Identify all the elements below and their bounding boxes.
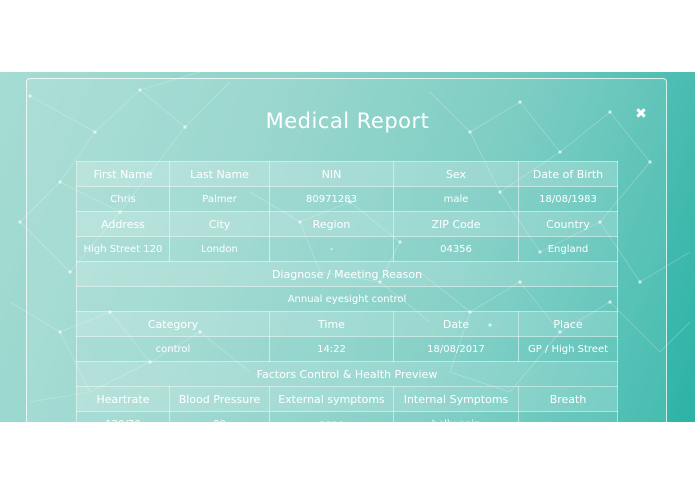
header-time: Time bbox=[269, 311, 394, 337]
header-country: Country bbox=[518, 211, 618, 237]
header-sex: Sex bbox=[393, 161, 519, 187]
modal-title: Medical Report bbox=[265, 109, 430, 133]
header-address: Address bbox=[76, 211, 170, 237]
factors-header: Factors Control & Health Preview bbox=[76, 361, 618, 387]
header-category: Category bbox=[76, 311, 270, 337]
factors-header-row: Factors Control & Health Preview bbox=[76, 361, 618, 387]
header-city: City bbox=[169, 211, 270, 237]
header-last-name: Last Name bbox=[169, 161, 270, 187]
meeting-header-row: Category Time Date Place bbox=[76, 311, 618, 337]
value-breath bbox=[518, 411, 618, 422]
header-external-symptoms: External symptoms bbox=[269, 386, 394, 412]
value-time: 14:22 bbox=[269, 336, 394, 362]
personal-header-row: First Name Last Name NIN Sex Date of Bir… bbox=[76, 161, 618, 187]
close-icon[interactable]: ✖ bbox=[635, 106, 647, 122]
personal-value-row: Chris Palmer 80971283 male 18/08/1983 bbox=[76, 186, 618, 212]
value-date: 18/08/2017 bbox=[393, 336, 519, 362]
diagnose-value-row: Annual eyesight control bbox=[76, 286, 618, 312]
header-date-of-birth: Date of Birth bbox=[518, 161, 618, 187]
value-address: High Street 120 bbox=[76, 236, 170, 262]
header-region: Region bbox=[269, 211, 394, 237]
medical-report-modal: Medical Report ✖ First Name Last Name NI… bbox=[26, 78, 667, 422]
value-country: England bbox=[518, 236, 618, 262]
address-value-row: High Street 120 London - 04356 England bbox=[76, 236, 618, 262]
value-external-symptoms: none bbox=[269, 411, 394, 422]
value-last-name: Palmer bbox=[169, 186, 270, 212]
header-heartrate: Heartrate bbox=[76, 386, 170, 412]
header-internal-symptoms: Internal Symptoms bbox=[393, 386, 519, 412]
health-header-row: Heartrate Blood Pressure External sympto… bbox=[76, 386, 618, 412]
header-blood-pressure: Blood Pressure bbox=[169, 386, 270, 412]
value-city: London bbox=[169, 236, 270, 262]
value-sex: male bbox=[393, 186, 519, 212]
value-region: - bbox=[269, 236, 394, 262]
header-zip-code: ZIP Code bbox=[393, 211, 519, 237]
value-zip-code: 04356 bbox=[393, 236, 519, 262]
medical-report-table: First Name Last Name NIN Sex Date of Bir… bbox=[76, 161, 618, 422]
value-place: GP / High Street bbox=[518, 336, 618, 362]
value-first-name: Chris bbox=[76, 186, 170, 212]
header-first-name: First Name bbox=[76, 161, 170, 187]
value-category: control bbox=[76, 336, 270, 362]
diagnose-header-row: Diagnose / Meeting Reason bbox=[76, 261, 618, 287]
header-place: Place bbox=[518, 311, 618, 337]
value-date-of-birth: 18/08/1983 bbox=[518, 186, 618, 212]
meeting-value-row: control 14:22 18/08/2017 GP / High Stree… bbox=[76, 336, 618, 362]
header-date: Date bbox=[393, 311, 519, 337]
header-nin: NIN bbox=[269, 161, 394, 187]
value-internal-symptoms: belly pain bbox=[393, 411, 519, 422]
value-nin: 80971283 bbox=[269, 186, 394, 212]
header-breath: Breath bbox=[518, 386, 618, 412]
health-value-row: 120/70 80 none belly pain bbox=[76, 411, 618, 422]
address-header-row: Address City Region ZIP Code Country bbox=[76, 211, 618, 237]
diagnose-header: Diagnose / Meeting Reason bbox=[76, 261, 618, 287]
diagnose-value: Annual eyesight control bbox=[76, 286, 618, 312]
background-stage: Medical Report ✖ First Name Last Name NI… bbox=[0, 72, 695, 422]
value-blood-pressure: 80 bbox=[169, 411, 270, 422]
value-heartrate: 120/70 bbox=[76, 411, 170, 422]
